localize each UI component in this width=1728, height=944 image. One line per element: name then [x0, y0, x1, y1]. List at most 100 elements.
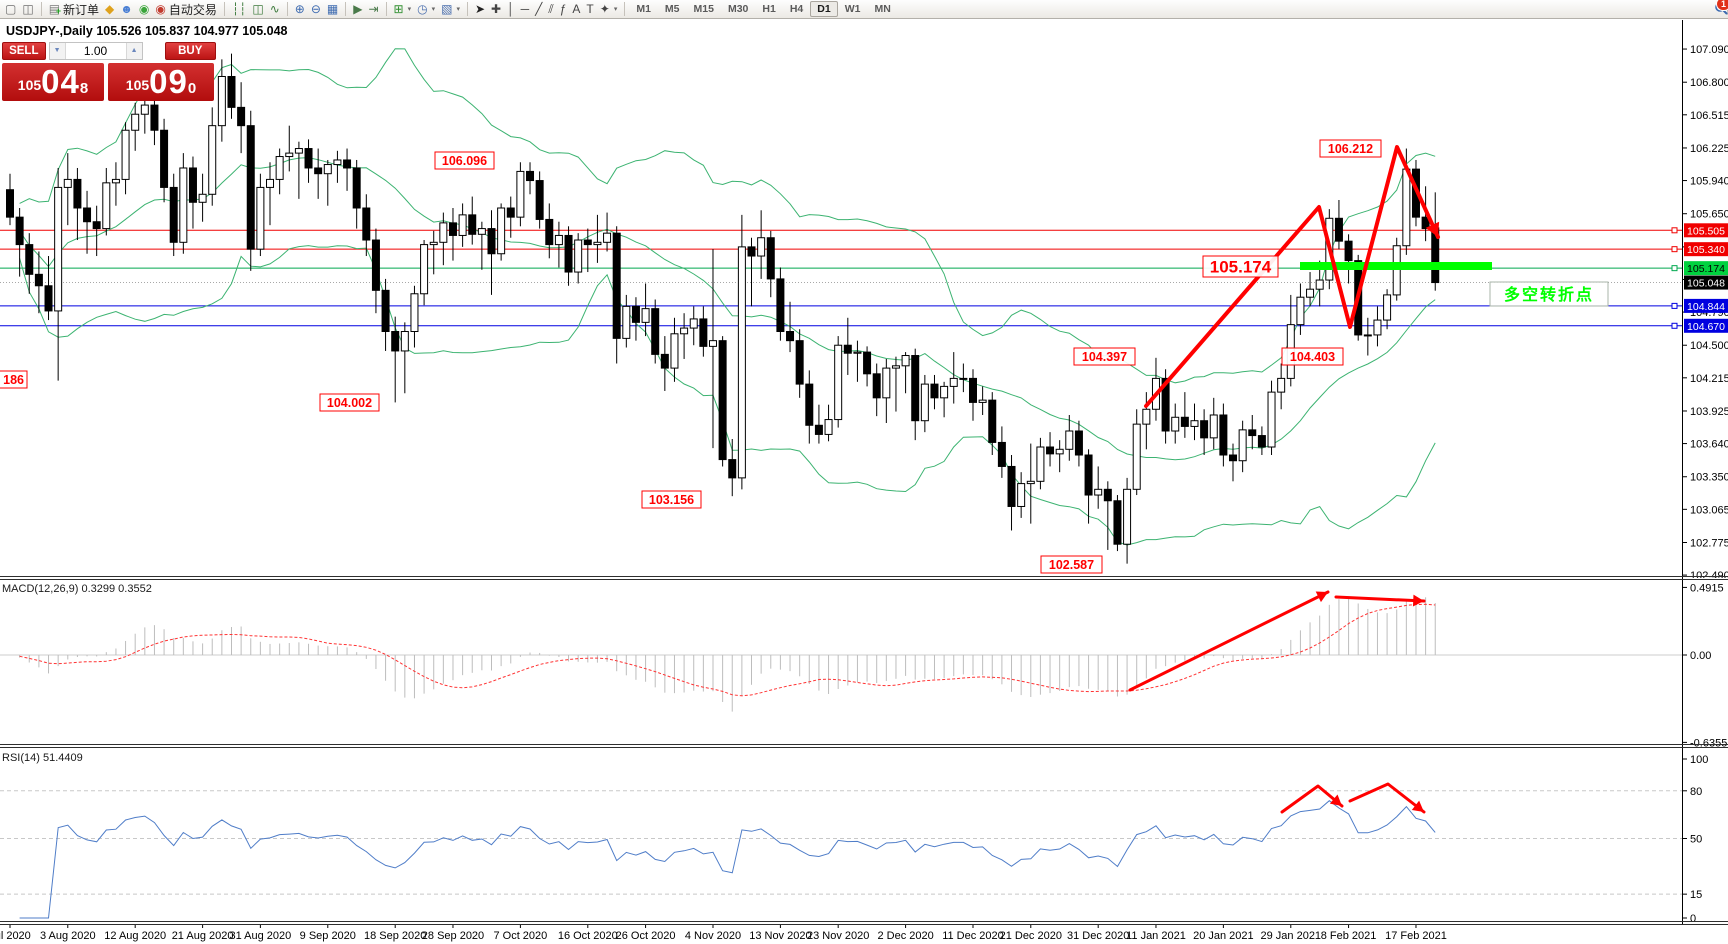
timeframe-m30[interactable]: M30 [727, 3, 749, 15]
timeframe-m15[interactable]: M15 [693, 3, 714, 15]
trendline-icon[interactable]: ╱ [535, 1, 543, 16]
price-annotation[interactable]: 102.587 [1040, 555, 1103, 574]
sell-button[interactable]: SELL [2, 42, 46, 60]
cursor-icon[interactable]: ➤ [474, 1, 486, 16]
new-order-button-label: 新订单 [63, 2, 100, 17]
date-tick: 21 Aug 2020 [172, 930, 234, 942]
svg-text:104.670: 104.670 [1687, 321, 1725, 333]
sell-price-display[interactable]: 105 04 8 [2, 63, 104, 101]
new-chart-icon[interactable]: ⊞ ▾ [393, 1, 412, 16]
community-icon[interactable]: ☻ [120, 1, 133, 16]
buy-price-handle: 105 [125, 77, 150, 93]
text-icon[interactable]: A [572, 1, 581, 16]
price-annotation[interactable]: 104.403 [1281, 347, 1344, 366]
macd-panel-canvas[interactable]: 0.4915 0.00 -0.6355 [0, 578, 1728, 748]
zoom-in-icon[interactable]: ⊕ [294, 1, 305, 16]
price-tick: 103.640 [1690, 439, 1728, 451]
volume-value[interactable]: 1.00 [83, 44, 108, 58]
panel-separator[interactable] [0, 576, 1728, 577]
timeframe-d1[interactable]: D1 [810, 1, 838, 17]
line-handle[interactable] [1671, 322, 1678, 329]
rsi-panel-canvas[interactable]: 100 80 50 15 0 [0, 748, 1728, 925]
macd-axis-tick: 0.00 [1690, 650, 1711, 662]
note-annotation[interactable]: 多空转折点 [1489, 281, 1609, 307]
line-chart-icon[interactable]: ∿ [269, 1, 280, 16]
chart-window-icon[interactable]: ▢ [5, 1, 17, 16]
price-annotation[interactable]: 104.397 [1073, 347, 1136, 366]
drawn-arrow[interactable] [1280, 784, 1344, 814]
tile-windows-icon[interactable]: ▦ [326, 1, 339, 16]
timeframe-w1[interactable]: W1 [844, 3, 861, 15]
zoom-out-icon[interactable]: ⊖ [310, 1, 321, 16]
candle-chart-icon[interactable]: ◫ [252, 1, 264, 16]
timeframe-m5[interactable]: M5 [664, 3, 680, 15]
chart-shift-icon[interactable]: ⇥ [368, 1, 379, 16]
price-annotation[interactable]: 104.002 [319, 393, 380, 412]
price-annotation[interactable]: 186 [0, 370, 28, 389]
buy-price-display[interactable]: 105 09 0 [108, 63, 214, 101]
drawn-arrow[interactable] [1128, 590, 1330, 692]
price-badge-105.505: 105.505 [1684, 223, 1728, 238]
price-annotation[interactable]: 103.156 [641, 490, 702, 509]
profiles-icon[interactable]: ◷ ▾ [417, 1, 436, 16]
buy-button[interactable]: BUY [164, 42, 216, 60]
timeframe-mn[interactable]: MN [874, 3, 891, 15]
date-tick: 31 Aug 2020 [229, 930, 291, 942]
price-badge-104.670: 104.670 [1684, 318, 1728, 333]
price-tick: 103.925 [1690, 406, 1728, 418]
price-annotation[interactable]: 105.174 [1202, 255, 1279, 278]
notification-badge[interactable]: 1 [1715, 0, 1728, 11]
macd-axis-tick: -0.6355 [1690, 737, 1727, 748]
price-annotation[interactable]: 106.096 [434, 151, 495, 170]
bollinger-lower [19, 245, 1436, 546]
data-window-icon[interactable]: ◫ [22, 1, 34, 16]
bar-chart-icon[interactable]: ┆┆ [231, 1, 247, 16]
vertical-line-icon[interactable]: │ [507, 1, 515, 16]
price-tick: 106.225 [1690, 143, 1728, 155]
buy-price-big: 09 [149, 63, 188, 100]
new-order-button[interactable]: ▤ + 新订单 [48, 1, 100, 17]
line-handle[interactable] [1671, 265, 1678, 272]
date-tick: 12 Aug 2020 [104, 930, 166, 942]
line-handle[interactable] [1671, 302, 1678, 309]
panel-separator[interactable] [0, 744, 1728, 745]
toolbar-separator [223, 2, 225, 16]
metaeditor-icon[interactable]: ◆ [105, 1, 115, 16]
crosshair-icon[interactable]: ✚ [491, 1, 502, 16]
date-tick: 18 Sep 2020 [364, 930, 426, 942]
line-handle[interactable] [1671, 227, 1678, 234]
arrows-icon[interactable]: ✦ ▾ [599, 1, 618, 16]
volume-up-icon[interactable]: ▲ [125, 43, 142, 59]
svg-text:186: 186 [3, 373, 24, 387]
price-badge-104.844: 104.844 [1684, 298, 1728, 313]
channel-icon[interactable]: ⫽ [548, 1, 554, 16]
auto-scroll-icon[interactable]: ▶ [353, 1, 363, 16]
timeframe-m1[interactable]: M1 [636, 3, 651, 15]
svg-text:105.340: 105.340 [1687, 244, 1725, 256]
toolbar-separator [286, 2, 288, 16]
timeframe-h1[interactable]: H1 [762, 3, 776, 15]
timeframe-h4[interactable]: H4 [789, 3, 804, 15]
fibonacci-icon[interactable]: ƒ [559, 1, 567, 16]
drawn-arrow[interactable] [1348, 782, 1426, 814]
templates-icon[interactable]: ▧ ▾ [441, 1, 460, 16]
price-tick: 104.215 [1690, 373, 1728, 385]
main-chart-canvas[interactable]: 106.096 105.174 104.002 103.156 102.587 104.3… [0, 20, 1728, 578]
signals-icon[interactable]: ◉ [138, 1, 150, 16]
line-handle[interactable] [1671, 246, 1678, 253]
drawn-arrow[interactable] [1334, 595, 1426, 603]
sell-price-big: 04 [41, 63, 80, 100]
svg-text:105.505: 105.505 [1687, 225, 1725, 237]
date-tick: 11 Jan 2021 [1126, 930, 1186, 942]
price-annotation[interactable]: 106.212 [1319, 139, 1382, 158]
price-tick: 106.515 [1690, 110, 1728, 122]
volume-down-icon[interactable]: ▼ [49, 43, 66, 59]
date-axis[interactable]: Jul 2020 3 Aug 2020 12 Aug 2020 21 Aug 2020… [0, 925, 1728, 944]
label-icon[interactable]: T [586, 1, 594, 16]
volume-stepper[interactable]: ▼ 1.00 ▲ [48, 42, 143, 60]
svg-text:106.096: 106.096 [442, 154, 487, 168]
horizontal-line-icon[interactable]: ─ [520, 1, 530, 16]
autotrading-button[interactable]: ◉ 自动交易 [155, 1, 217, 17]
price-tick: 106.800 [1690, 77, 1728, 89]
rsi-line [19, 800, 1436, 919]
